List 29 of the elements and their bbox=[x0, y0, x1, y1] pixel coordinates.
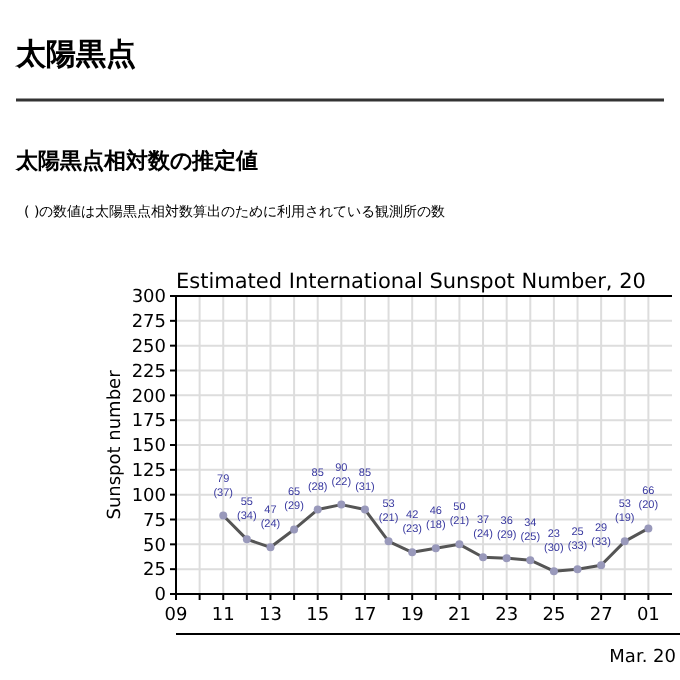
x-tick-label: 11 bbox=[211, 606, 235, 626]
y-tick-label: 125 bbox=[131, 462, 166, 483]
y-tick-label: 200 bbox=[131, 387, 167, 408]
y-tick-label: 100 bbox=[131, 486, 167, 507]
x-tick-label: 15 bbox=[306, 606, 330, 626]
x-tick-label: 01 bbox=[636, 606, 660, 626]
x-tick-label: 27 bbox=[589, 606, 613, 626]
x-tick-label: 21 bbox=[447, 606, 471, 626]
chart-title: Estimated International Sunspot Number, 20 bbox=[176, 270, 646, 294]
x-tick-label: 17 bbox=[353, 606, 377, 626]
text: Mar. 20 bbox=[609, 648, 677, 668]
text: 太陽黒点相対数の推定値 bbox=[14, 148, 258, 174]
y-tick-label: 0 bbox=[154, 586, 167, 607]
x-tick-label: 09 bbox=[164, 606, 188, 626]
y-tick-label: 50 bbox=[143, 536, 167, 557]
text: 太陽黒点 bbox=[14, 36, 136, 72]
y-tick-label: 75 bbox=[143, 511, 166, 532]
y-tick-label: 300 bbox=[131, 288, 167, 309]
y-tick-label: 250 bbox=[131, 337, 167, 358]
x-tick-label: 19 bbox=[400, 606, 425, 626]
y-tick-label: 225 bbox=[131, 362, 166, 383]
y-axis-title: Sunspot number bbox=[106, 369, 126, 520]
x-tick-label: 25 bbox=[542, 606, 566, 626]
y-tick-label: 25 bbox=[143, 561, 166, 582]
x-tick-label: 13 bbox=[259, 606, 282, 626]
x-tick-label: 23 bbox=[495, 606, 519, 626]
y-tick-label: 175 bbox=[131, 412, 166, 433]
y-tick-label: 150 bbox=[131, 437, 167, 458]
y-tick-label: 275 bbox=[131, 313, 166, 334]
